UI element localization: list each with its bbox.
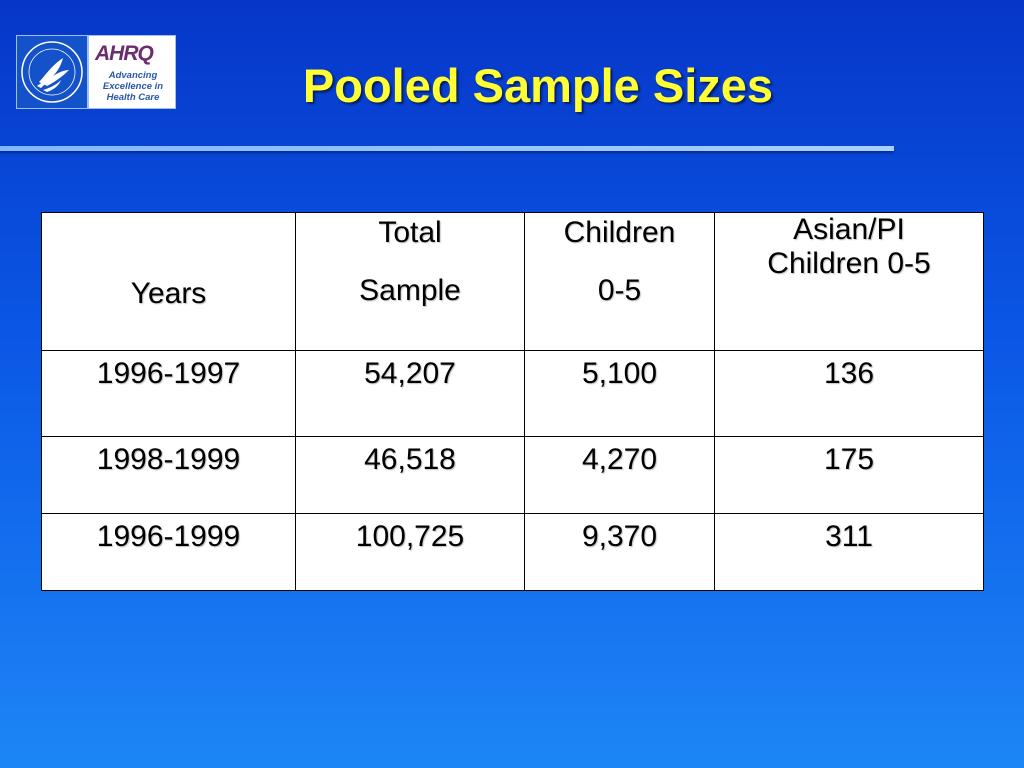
table-row: 1996-1997 54,207 5,100 136 [41, 350, 984, 437]
header-total-sample-line2: Sample [359, 274, 461, 307]
header-asian-pi: Asian/PI Children 0-5 [714, 212, 984, 351]
slide-title: Pooled Sample Sizes [302, 59, 774, 112]
cell-total-sample: 100,725 [295, 513, 525, 591]
cell-asian-pi: 175 [714, 436, 984, 514]
hhs-eagle-seal-icon [21, 41, 83, 103]
cell-total-sample: 54,207 [295, 350, 525, 437]
header-total-sample: Total Sample [295, 212, 525, 351]
title-divider [0, 146, 894, 151]
cell-children: 9,370 [524, 513, 715, 591]
header-children-line2: 0-5 [597, 274, 642, 307]
header-years: Years [41, 212, 296, 351]
table-row: 1998-1999 46,518 4,270 175 [41, 436, 984, 514]
header-total-sample-line1: Total [378, 216, 442, 249]
hhs-logo [16, 35, 88, 109]
cell-children: 5,100 [524, 350, 715, 437]
header-children-line1: Children [563, 216, 676, 249]
header-asian-pi-line2: Children 0-5 [767, 247, 931, 280]
header-years-label: Years [130, 277, 207, 310]
cell-years: 1998-1999 [41, 436, 296, 514]
ahrq-logo: AHRQ Advancing Excellence in Health Care [88, 35, 176, 109]
cell-asian-pi: 311 [714, 513, 984, 591]
table-row: 1996-1999 100,725 9,370 311 [41, 513, 984, 591]
cell-children: 4,270 [524, 436, 715, 514]
cell-asian-pi: 136 [714, 350, 984, 437]
ahrq-logo-wordmark: AHRQ [95, 42, 154, 65]
ahrq-logo-tagline: Advancing Excellence in Health Care [102, 70, 164, 103]
header-children: Children 0-5 [524, 212, 715, 351]
cell-years: 1996-1997 [41, 350, 296, 437]
table-header-row: Years Total Sample Children 0-5 Asian/PI… [41, 212, 984, 351]
header-asian-pi-line1: Asian/PI [793, 213, 905, 246]
cell-years: 1996-1999 [41, 513, 296, 591]
sample-size-table: Years Total Sample Children 0-5 Asian/PI… [41, 212, 984, 591]
cell-total-sample: 46,518 [295, 436, 525, 514]
